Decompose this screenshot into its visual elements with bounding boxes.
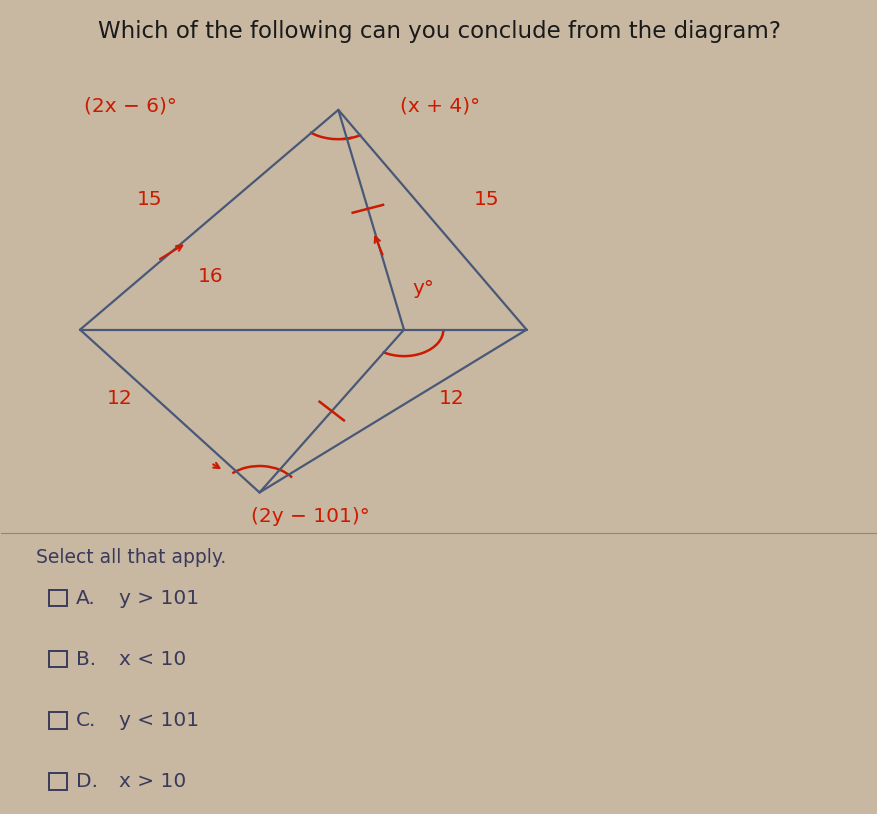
Text: A.: A. bbox=[75, 589, 96, 608]
Bar bbox=[49, 651, 67, 667]
Text: B.: B. bbox=[75, 650, 96, 669]
Text: y > 101: y > 101 bbox=[119, 589, 199, 608]
Bar bbox=[49, 712, 67, 729]
Text: x > 10: x > 10 bbox=[119, 772, 187, 791]
Text: D.: D. bbox=[75, 772, 97, 791]
Text: 16: 16 bbox=[198, 267, 224, 287]
Bar bbox=[49, 590, 67, 606]
Text: y < 101: y < 101 bbox=[119, 711, 199, 730]
Text: (x + 4)°: (x + 4)° bbox=[399, 96, 479, 116]
Text: (2x − 6)°: (2x − 6)° bbox=[84, 96, 177, 116]
Text: y°: y° bbox=[412, 279, 434, 299]
Text: 15: 15 bbox=[137, 190, 162, 209]
Bar bbox=[49, 773, 67, 790]
Text: C.: C. bbox=[75, 711, 96, 730]
Text: Which of the following can you conclude from the diagram?: Which of the following can you conclude … bbox=[97, 20, 780, 43]
Text: Select all that apply.: Select all that apply. bbox=[36, 548, 226, 567]
Text: 12: 12 bbox=[438, 389, 464, 409]
Text: 12: 12 bbox=[106, 389, 132, 409]
Text: (2y − 101)°: (2y − 101)° bbox=[251, 507, 369, 527]
Text: 15: 15 bbox=[474, 190, 499, 209]
Text: x < 10: x < 10 bbox=[119, 650, 187, 669]
